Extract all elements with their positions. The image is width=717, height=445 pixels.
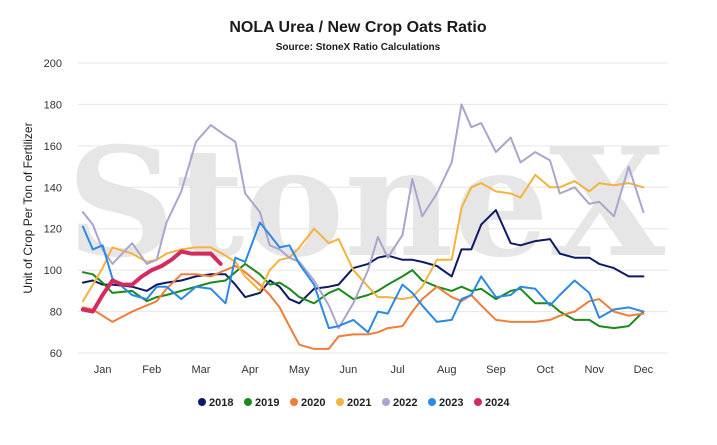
x-tick-labels: Jan Feb Mar Apr May Jun Jul Aug Sep Oct Nov Dec <box>94 364 654 376</box>
legend-item-2019[interactable]: 2019 <box>244 397 279 409</box>
y-tick-labels: 60 80 100 120 140 160 180 200 <box>44 58 62 360</box>
legend[interactable]: 2018 2019 2020 2021 2022 2023 2024 <box>198 397 510 409</box>
grid-layer <box>78 62 668 354</box>
series-line-2024 <box>80 249 223 314</box>
legend-marker <box>244 398 252 406</box>
x-tick-label: Nov <box>584 364 604 376</box>
y-tick-label: 140 <box>44 182 62 194</box>
x-tick-label: Mar <box>191 364 210 376</box>
legend-item-2021[interactable]: 2021 <box>336 397 371 409</box>
x-tick-label: Jan <box>94 364 112 376</box>
x-tick-label: Jul <box>391 364 405 376</box>
legend-label: 2018 <box>209 397 233 409</box>
legend-marker <box>428 398 436 406</box>
legend-label: 2021 <box>347 397 371 409</box>
legend-label: 2024 <box>485 397 510 409</box>
x-tick-label: May <box>289 364 310 376</box>
legend-label: 2023 <box>439 397 463 409</box>
chart-title: NOLA Urea / New Crop Oats Ratio <box>229 19 486 36</box>
chart-subtitle: Source: StoneX Ratio Calculations <box>276 42 441 53</box>
y-tick-label: 180 <box>44 99 62 111</box>
legend-marker <box>198 398 206 406</box>
series-line-2023 <box>81 221 645 334</box>
legend-item-2018[interactable]: 2018 <box>198 397 233 409</box>
y-tick-label: 160 <box>44 141 62 153</box>
x-tick-label: Jun <box>340 364 358 376</box>
series-layer <box>80 103 645 350</box>
legend-item-2020[interactable]: 2020 <box>290 397 325 409</box>
legend-marker <box>382 398 390 406</box>
x-tick-label: Apr <box>242 364 259 376</box>
legend-marker <box>336 398 344 406</box>
x-tick-label: Aug <box>437 364 457 376</box>
legend-label: 2019 <box>255 397 279 409</box>
legend-marker <box>474 398 482 406</box>
legend-item-2022[interactable]: 2022 <box>382 397 417 409</box>
y-tick-label: 60 <box>50 348 62 360</box>
y-tick-label: 120 <box>44 224 62 236</box>
x-tick-label: Feb <box>142 364 161 376</box>
y-tick-label: 80 <box>50 307 62 319</box>
y-axis-label: Unit of Crop Per Ton of Fertilizer <box>21 122 35 293</box>
series-line-2021 <box>81 173 645 303</box>
legend-item-2023[interactable]: 2023 <box>428 397 463 409</box>
legend-item-2024[interactable]: 2024 <box>474 397 510 409</box>
x-tick-label: Oct <box>537 364 554 376</box>
y-tick-label: 100 <box>44 265 62 277</box>
legend-label: 2022 <box>393 397 417 409</box>
series-line-2022 <box>81 103 645 330</box>
x-tick-label: Sep <box>486 364 506 376</box>
legend-marker <box>290 398 298 406</box>
legend-label: 2020 <box>301 397 325 409</box>
y-tick-label: 200 <box>44 58 62 70</box>
series-line-2020 <box>81 265 645 350</box>
x-tick-label: Dec <box>634 364 654 376</box>
